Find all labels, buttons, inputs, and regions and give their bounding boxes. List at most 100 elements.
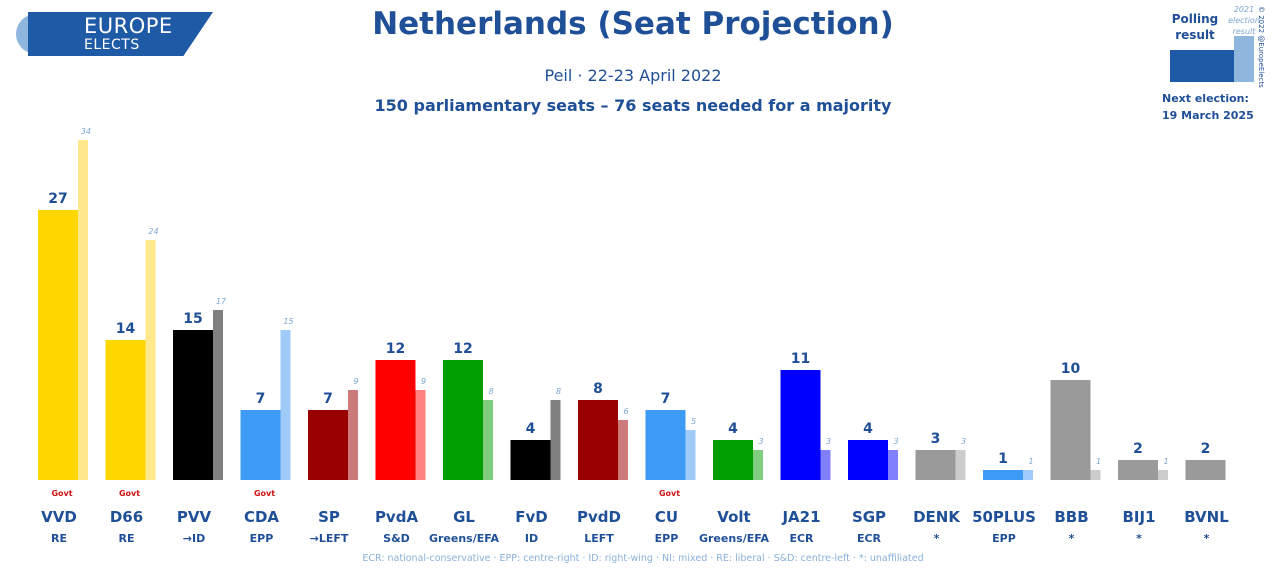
election-value-pvv: 17 — [216, 297, 227, 306]
logo-text-europe: EUROPE — [84, 14, 173, 38]
party-label-cda: CDA — [244, 508, 279, 526]
poll-value-bij1: 2 — [1133, 441, 1143, 457]
poll-bar-denk — [915, 450, 956, 480]
election-bar-gl — [483, 400, 493, 480]
poll-bar-pvdd — [578, 400, 618, 480]
group-label-ja21: ECR — [789, 532, 814, 545]
poll-bar-50plus — [983, 470, 1023, 480]
poll-value-cu: 7 — [661, 391, 671, 407]
group-label-gl: Greens/EFA — [429, 532, 500, 545]
party-label-bbb: BBB — [1054, 508, 1088, 526]
next-election-label: Next election: — [1162, 92, 1249, 105]
govt-label-cu: Govt — [659, 489, 680, 498]
poll-value-vvd: 27 — [48, 191, 67, 207]
party-label-sp: SP — [318, 508, 340, 526]
legend-polling-swatch — [1170, 50, 1234, 82]
poll-bar-sp — [308, 410, 348, 480]
poll-bar-bij1 — [1118, 460, 1158, 480]
election-value-ja21: 3 — [826, 437, 831, 446]
election-bar-cu — [685, 430, 696, 480]
party-label-gl: GL — [453, 508, 475, 526]
party-label-pvv: PVV — [177, 508, 212, 526]
group-label-sp: →LEFT — [310, 532, 349, 545]
govt-label-cda: Govt — [254, 489, 275, 498]
poll-value-volt: 4 — [728, 421, 738, 437]
election-bar-ja21 — [820, 450, 831, 480]
election-bar-sgp — [888, 450, 898, 480]
election-value-fvd: 8 — [556, 387, 561, 396]
election-value-sgp: 3 — [893, 437, 898, 446]
party-label-volt: Volt — [717, 508, 750, 526]
election-bar-50plus — [1023, 470, 1033, 480]
election-bar-d66 — [145, 240, 156, 480]
poll-value-sgp: 4 — [863, 421, 873, 437]
poll-bar-d66 — [105, 340, 146, 480]
poll-bar-volt — [713, 440, 753, 480]
group-label-d66: RE — [119, 532, 135, 545]
election-bar-bbb — [1090, 470, 1101, 480]
next-election-date: 19 March 2025 — [1162, 109, 1254, 122]
election-bar-fvd — [550, 400, 561, 480]
election-value-denk: 3 — [961, 437, 966, 446]
chart-subtitle: Peil · 22-23 April 2022 — [544, 66, 722, 85]
party-label-pvdd: PvdD — [577, 508, 621, 526]
poll-value-ja21: 11 — [791, 351, 810, 367]
poll-value-pvda: 12 — [386, 341, 405, 357]
election-value-bbb: 1 — [1096, 457, 1101, 466]
group-label-pvdd: LEFT — [584, 532, 614, 545]
europe-elects-logo: EUROPE ELECTS — [10, 10, 220, 60]
poll-bar-vvd — [38, 210, 78, 480]
party-label-vvd: VVD — [41, 508, 77, 526]
logo-text-elects: ELECTS — [84, 37, 140, 53]
next-election: Next election: 19 March 2025 — [1162, 90, 1254, 124]
group-label-fvd: ID — [525, 532, 538, 545]
poll-value-sp: 7 — [323, 391, 333, 407]
poll-bar-bbb — [1050, 380, 1091, 480]
poll-bar-cu — [645, 410, 686, 480]
poll-value-bbb: 10 — [1061, 361, 1081, 377]
party-label-d66: D66 — [110, 508, 143, 526]
footnote: ECR: national-conservative · EPP: centre… — [362, 553, 924, 564]
govt-label-vvd: Govt — [51, 489, 72, 498]
group-label-sgp: ECR — [857, 532, 882, 545]
govt-label-d66: Govt — [119, 489, 140, 498]
election-bar-pvv — [213, 310, 223, 480]
group-label-bbb: * — [1069, 532, 1075, 545]
chart-title: Netherlands (Seat Projection) — [372, 6, 894, 42]
legend-election-swatch — [1234, 36, 1254, 82]
group-label-pvv: →ID — [183, 532, 205, 545]
poll-value-fvd: 4 — [526, 421, 536, 437]
group-label-volt: Greens/EFA — [699, 532, 770, 545]
group-label-denk: * — [934, 532, 940, 545]
election-value-pvda: 9 — [421, 377, 426, 386]
poll-bar-pvv — [173, 330, 213, 480]
group-label-bvnl: * — [1204, 532, 1210, 545]
poll-value-cda: 7 — [256, 391, 266, 407]
election-value-volt: 3 — [758, 437, 763, 446]
poll-value-50plus: 1 — [998, 451, 1008, 467]
party-label-denk: DENK — [913, 508, 961, 526]
election-value-d66: 24 — [148, 227, 158, 236]
poll-value-pvdd: 8 — [593, 381, 603, 397]
legend-election-label: 2021 election result — [1228, 5, 1260, 36]
election-value-50plus: 1 — [1028, 457, 1033, 466]
election-value-vvd: 34 — [81, 127, 91, 136]
poll-bar-pvda — [375, 360, 416, 480]
party-label-50plus: 50PLUS — [972, 508, 1036, 526]
poll-value-d66: 14 — [116, 321, 136, 337]
election-value-cda: 15 — [283, 317, 293, 326]
election-bar-vvd — [78, 140, 88, 480]
poll-bar-gl — [443, 360, 483, 480]
party-label-sgp: SGP — [852, 508, 886, 526]
poll-bar-cda — [240, 410, 281, 480]
party-label-pvda: PvdA — [375, 508, 419, 526]
poll-bar-ja21 — [780, 370, 821, 480]
group-label-cda: EPP — [250, 532, 274, 545]
party-label-ja21: JA21 — [781, 508, 820, 526]
group-label-bij1: * — [1136, 532, 1142, 545]
election-bar-pvdd — [618, 420, 628, 480]
election-value-cu: 5 — [691, 417, 696, 426]
party-label-bvnl: BVNL — [1184, 508, 1229, 526]
poll-value-denk: 3 — [931, 431, 941, 447]
